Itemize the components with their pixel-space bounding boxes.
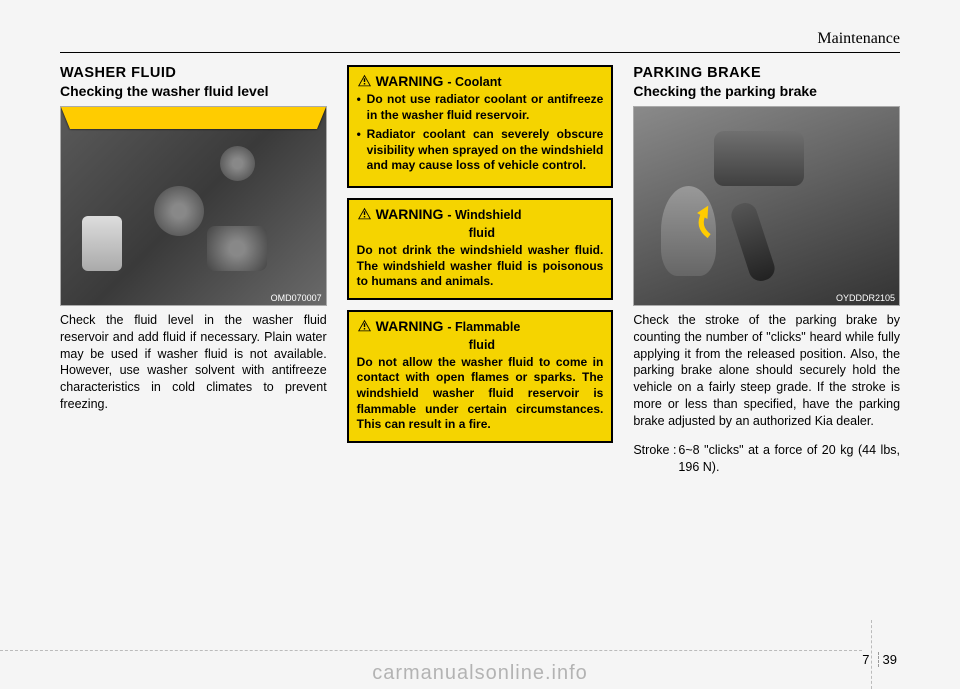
warning-windshield-header: WARNING - Windshield fluid [357, 206, 604, 240]
warning-coolant-word: WARNING [376, 73, 444, 89]
stroke-spec: Stroke : 6~8 "clicks" at a force of 20 k… [633, 442, 900, 476]
warning-triangle-icon [357, 207, 372, 220]
warning-windshield-body: Do not drink the windshield washer fluid… [357, 243, 604, 290]
page-header: Maintenance [60, 30, 900, 53]
chapter-number: 7 [862, 652, 873, 667]
warning-flammable-header: WARNING - Flammable fluid [357, 318, 604, 352]
page-separator [878, 652, 879, 667]
column-2: WARNING - Coolant Do not use radiator co… [347, 65, 614, 476]
warning-coolant-body: Do not use radiator coolant or antifreez… [357, 92, 604, 174]
stroke-label: Stroke : [633, 442, 676, 476]
figure1-caption: OMD070007 [271, 293, 322, 303]
washer-fluid-body: Check the fluid level in the washer flui… [60, 312, 327, 413]
warning-triangle-icon [357, 319, 372, 332]
warning-coolant-header: WARNING - Coolant [357, 73, 604, 89]
page-number: 7 39 [862, 652, 897, 667]
warning-flammable-sub: - Flammable [447, 320, 520, 334]
warning-flammable-word: WARNING [376, 318, 444, 334]
header-category: Maintenance [817, 30, 900, 47]
warning-coolant-sub: - Coolant [447, 75, 501, 89]
content-columns: WASHER FLUID Checking the washer fluid l… [60, 65, 900, 476]
warning-flammable-body: Do not allow the washer fluid to come in… [357, 355, 604, 433]
column-3: PARKING BRAKE Checking the parking brake… [633, 65, 900, 476]
figure2-caption: OYDDDR2105 [836, 293, 895, 303]
warning-flammable-sub2: fluid [469, 338, 604, 352]
warning-windshield: WARNING - Windshield fluid Do not drink … [347, 198, 614, 300]
warning-coolant-item1: Do not use radiator coolant or antifreez… [357, 92, 604, 123]
page-container: Maintenance WASHER FLUID Checking the wa… [60, 30, 900, 649]
parking-brake-subtitle: Checking the parking brake [633, 83, 900, 100]
warning-windshield-word: WARNING [376, 206, 444, 222]
page-number-value: 39 [883, 652, 897, 667]
warning-coolant-item2: Radiator coolant can severely obscure vi… [357, 127, 604, 174]
arrow-down-icon [61, 107, 326, 129]
watermark-text: carmanualsonline.info [372, 662, 588, 685]
warning-triangle-icon [357, 74, 372, 87]
dashed-line-bottom [0, 650, 862, 651]
parking-brake-body: Check the stroke of the parking brake by… [633, 312, 900, 430]
washer-fluid-subtitle: Checking the washer fluid level [60, 83, 327, 100]
warning-coolant: WARNING - Coolant Do not use radiator co… [347, 65, 614, 188]
figure-washer-reservoir: OMD070007 [60, 106, 327, 306]
warning-windshield-sub2: fluid [469, 226, 604, 240]
column-1: WASHER FLUID Checking the washer fluid l… [60, 65, 327, 476]
stroke-value: 6~8 "clicks" at a force of 20 kg (44 lbs… [678, 442, 900, 476]
parking-brake-title: PARKING BRAKE [633, 65, 900, 81]
washer-fluid-title: WASHER FLUID [60, 65, 327, 81]
figure-parking-brake: OYDDDR2105 [633, 106, 900, 306]
warning-windshield-sub: - Windshield [447, 208, 521, 222]
warning-flammable: WARNING - Flammable fluid Do not allow t… [347, 310, 614, 443]
